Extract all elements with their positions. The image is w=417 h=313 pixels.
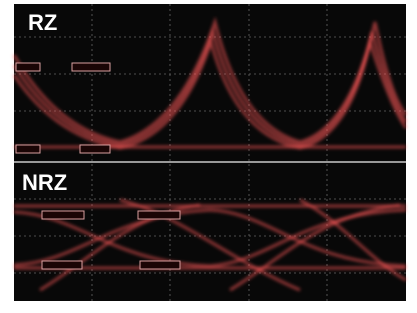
- marker: [140, 261, 180, 269]
- page: RZ NRZ (() => { const data = JSON.parse(…: [0, 0, 417, 308]
- panel-label: RZ: [28, 10, 57, 35]
- marker: [16, 63, 40, 71]
- scope-screen: RZ NRZ: [0, 0, 417, 308]
- marker: [16, 145, 40, 153]
- marker: [138, 211, 180, 219]
- marker: [80, 145, 110, 153]
- marker: [72, 63, 110, 71]
- panel-label: NRZ: [22, 170, 67, 195]
- marker: [42, 261, 82, 269]
- marker: [42, 211, 84, 219]
